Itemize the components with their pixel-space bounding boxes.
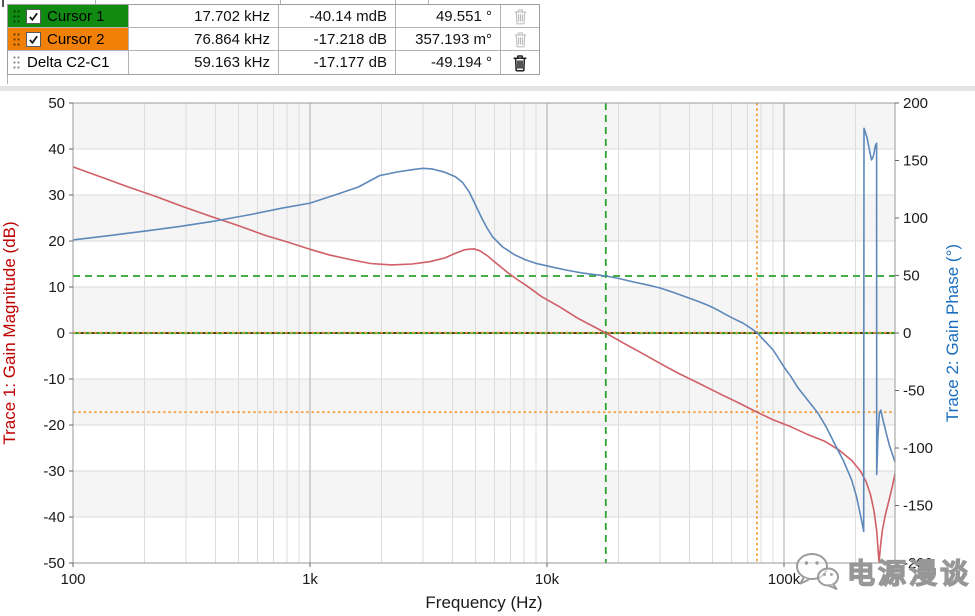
drag-handle-icon[interactable] — [12, 55, 21, 70]
delta-magnitude-value: -17.177 dB — [279, 51, 396, 74]
right-tick-label: -150 — [903, 498, 933, 515]
drag-handle-icon[interactable] — [12, 9, 21, 24]
cursor1-frequency-value[interactable]: 17.702 kHz — [129, 5, 279, 28]
right-tick-label: -200 — [903, 555, 933, 572]
checkmark-icon — [29, 35, 38, 44]
watermark-text: 电源漫谈 — [846, 557, 972, 589]
delta-frequency-value: 59.163 kHz — [129, 51, 279, 74]
x-tick-label: 100k — [768, 571, 801, 588]
right-tick-label: -50 — [903, 383, 925, 400]
cursor1-phase-value[interactable]: 49.551 ° — [396, 5, 501, 28]
delta-delete-button[interactable] — [501, 51, 539, 74]
delta-phase-value: -49.194 ° — [396, 51, 501, 74]
cursor2-delete-button[interactable] — [501, 28, 539, 51]
drag-handle-icon[interactable] — [12, 32, 21, 47]
left-tick-label: -30 — [43, 463, 65, 480]
clipped-row-fragment — [2, 0, 4, 7]
trash-icon — [514, 8, 526, 24]
cursor2-label: Cursor 2 — [47, 30, 105, 48]
left-tick-label: 10 — [48, 279, 65, 296]
left-tick-label: -10 — [43, 371, 65, 388]
watermark: 电源漫谈 — [793, 551, 971, 593]
wechat-icon — [796, 553, 839, 590]
right-tick-label: 0 — [903, 325, 911, 342]
cursor2-row[interactable]: Cursor 2 76.864 kHz -17.218 dB 357.193 m… — [8, 28, 539, 51]
cursor1-row[interactable]: Cursor 1 17.702 kHz -40.14 mdB 49.551 ° — [8, 5, 539, 28]
right-tick-label: -100 — [903, 440, 933, 457]
left-axis-title: Trace 1: Gain Magnitude (dB) — [0, 221, 19, 444]
left-tick-label: -50 — [43, 555, 65, 572]
cursor1-name-cell[interactable]: Cursor 1 — [8, 5, 129, 28]
cursor-table: Cursor 1 17.702 kHz -40.14 mdB 49.551 ° — [7, 4, 540, 75]
panel-border-stub — [7, 73, 8, 84]
trash-icon — [513, 54, 527, 72]
right-tick-label: 50 — [903, 268, 920, 285]
cursor1-magnitude-value[interactable]: -40.14 mdB — [279, 5, 396, 28]
x-axis-title: Frequency (Hz) — [425, 593, 542, 612]
right-tick-label: 150 — [903, 153, 928, 170]
panel-divider — [0, 86, 975, 91]
clipped-row-divider — [95, 0, 96, 4]
checkmark-icon — [29, 12, 38, 21]
grid-band — [73, 287, 895, 333]
grid-band — [73, 103, 895, 149]
clipped-row-divider — [395, 0, 396, 4]
left-tick-label: 20 — [48, 233, 65, 250]
x-tick-label: 1k — [302, 571, 318, 588]
right-tick-label: 200 — [903, 95, 928, 112]
clipped-row-divider — [280, 0, 281, 4]
cursor1-label: Cursor 1 — [47, 7, 105, 25]
x-tick-label: 100 — [60, 571, 85, 588]
delta-row[interactable]: Delta C2-C1 59.163 kHz -17.177 dB -49.19… — [8, 51, 539, 74]
right-axis-title: Trace 2: Gain Phase (°) — [943, 244, 962, 422]
trash-icon — [514, 31, 526, 47]
left-tick-label: 40 — [48, 141, 65, 158]
left-tick-label: -40 — [43, 509, 65, 526]
left-tick-label: 0 — [57, 325, 65, 342]
grid-band — [73, 379, 895, 425]
cursor2-frequency-value[interactable]: 76.864 kHz — [129, 28, 279, 51]
clipped-row-divider — [428, 0, 429, 4]
x-tick-label: 10k — [535, 571, 560, 588]
magnitude-trace — [72, 166, 896, 563]
phase-trace — [72, 127, 896, 533]
cursor1-delete-button[interactable] — [501, 5, 539, 28]
grid-band — [73, 471, 895, 517]
right-tick-label: 100 — [903, 210, 928, 227]
delta-name-cell[interactable]: Delta C2-C1 — [8, 51, 129, 74]
left-tick-label: -20 — [43, 417, 65, 434]
left-tick-label: 50 — [48, 95, 65, 112]
grid-band — [73, 195, 895, 241]
delta-label: Delta C2-C1 — [27, 54, 110, 71]
cursor2-name-cell[interactable]: Cursor 2 — [8, 28, 129, 51]
cursor1-visible-checkbox[interactable] — [26, 8, 41, 24]
cursor2-visible-checkbox[interactable] — [26, 31, 41, 47]
cursor2-magnitude-value[interactable]: -17.218 dB — [279, 28, 396, 51]
left-tick-label: 30 — [48, 187, 65, 204]
cursor2-phase-value[interactable]: 357.193 m° — [396, 28, 501, 51]
